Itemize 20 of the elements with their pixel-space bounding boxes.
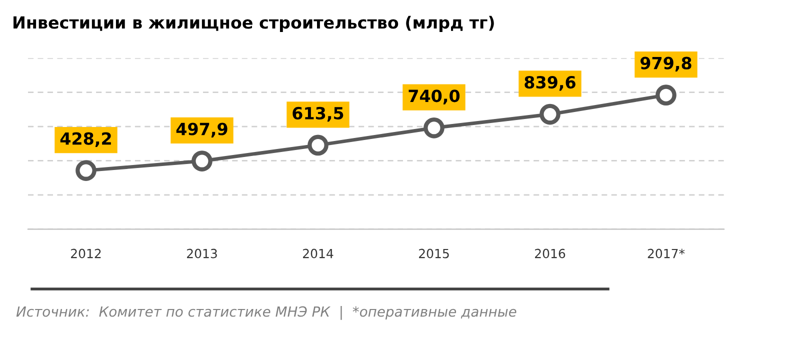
data-label: 613,5 (292, 106, 344, 122)
x-tick-label: 2015 (419, 248, 449, 258)
chart-title: Инвестиции в жилищное строительство (млрд тг) (14, 16, 494, 32)
x-tick-label: 2014 (303, 248, 334, 258)
data-label: 839,6 (524, 76, 576, 91)
data-label: 428,2 (60, 132, 111, 147)
point (308, 134, 328, 156)
x-tick-label: 2016 (535, 248, 566, 258)
point (76, 160, 96, 181)
x-tick-label: 2012 (71, 248, 101, 258)
text: Источник: Комитет по статистике МНЭ РК | *оперативные данные (16, 306, 516, 320)
data-label: 979,8 (640, 56, 692, 72)
data-label: 497,9 (176, 122, 228, 138)
point (540, 104, 560, 125)
point (656, 84, 676, 106)
x-tick-label: 2013 (187, 248, 217, 258)
data-label: 740,0 (408, 90, 460, 104)
point (424, 117, 444, 138)
x-tick-label: 2017* (648, 248, 685, 258)
point (192, 150, 212, 172)
